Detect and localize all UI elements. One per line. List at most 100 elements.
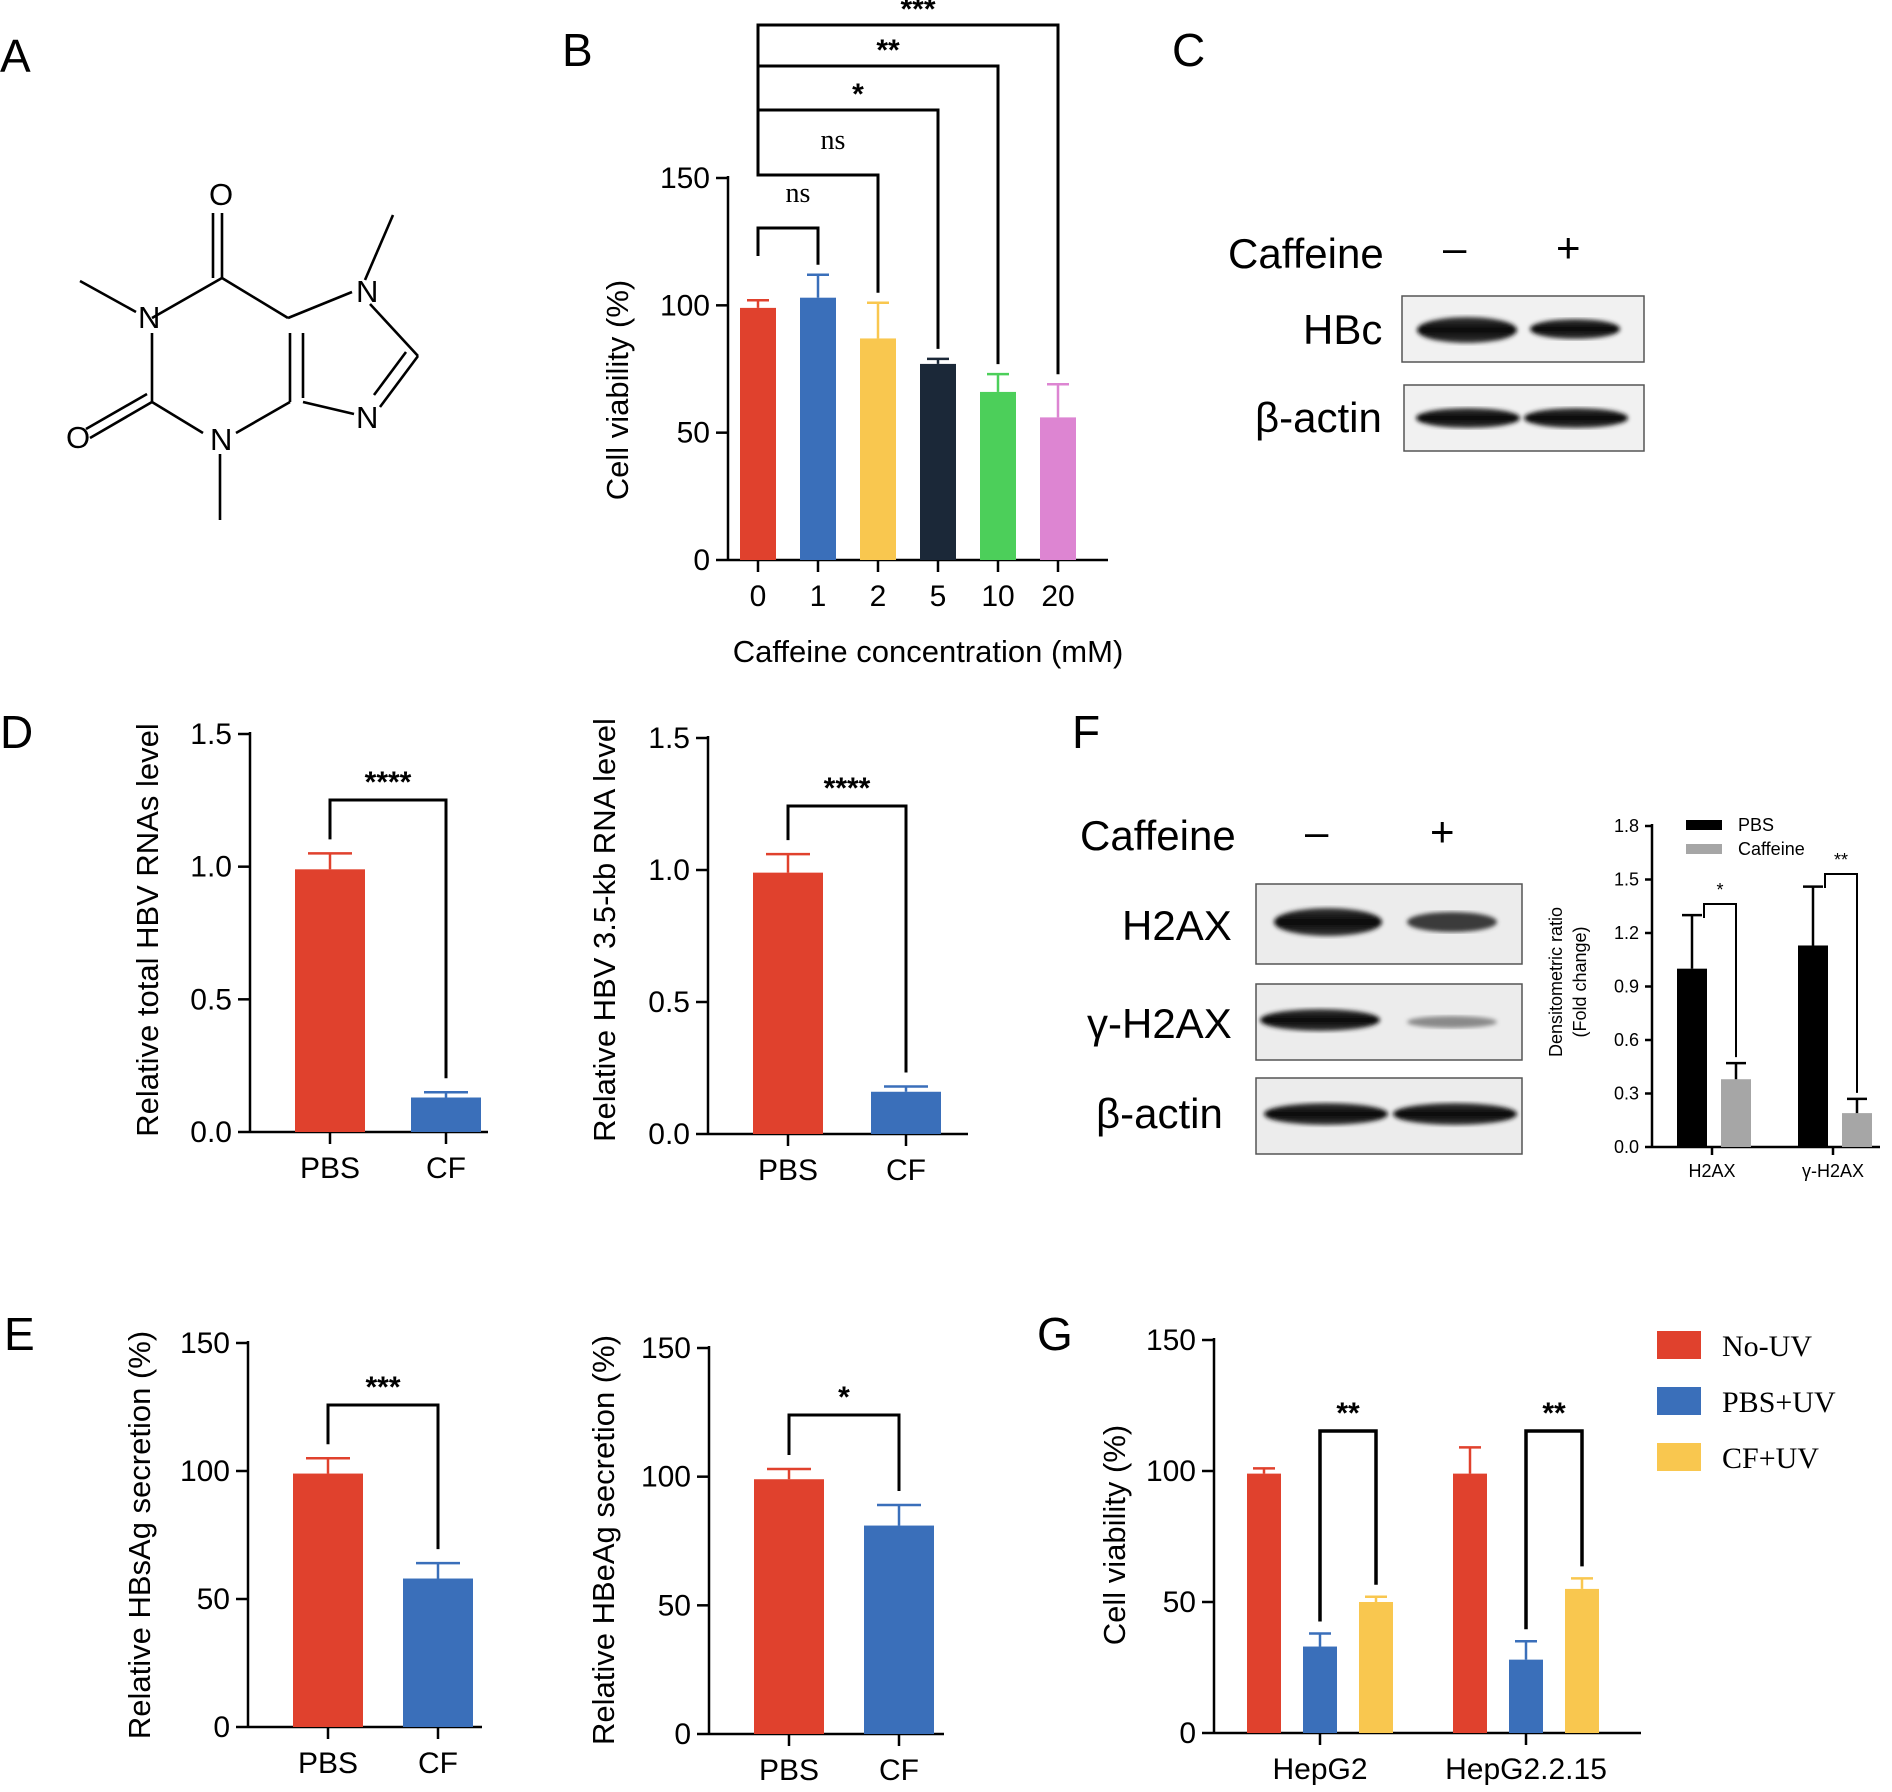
bar	[753, 872, 823, 1134]
significance-label: **	[1834, 850, 1848, 870]
bar	[980, 391, 1016, 560]
bar	[754, 1479, 824, 1734]
legend-swatch	[1657, 1331, 1701, 1359]
y-tick-label: 100	[180, 1455, 230, 1488]
blot-c-row-label: β-actin	[1255, 394, 1382, 441]
blot-band	[1274, 908, 1382, 936]
blot-band	[1530, 319, 1620, 339]
bar	[293, 1473, 363, 1727]
y-tick-label: 1.5	[1614, 870, 1639, 890]
y-tick-label: 0	[674, 1718, 691, 1751]
x-axis-title: Caffeine concentration (mM)	[733, 634, 1124, 669]
y-tick-label: 1.0	[190, 851, 232, 884]
y-axis-title: Cell viability (%)	[1097, 1425, 1132, 1645]
significance-bracket	[1318, 1429, 1378, 1622]
significance-label: ns	[786, 178, 811, 209]
significance-bracket	[328, 798, 448, 1079]
significance-bracket	[756, 160, 880, 293]
y-tick-label: 1.0	[648, 854, 690, 887]
significance-bracket	[1824, 873, 1858, 1093]
atom-o-bottom: O	[66, 420, 90, 455]
significance-label: **	[876, 34, 900, 67]
significance-bracket	[326, 1403, 440, 1550]
atom-n-right: N	[356, 274, 378, 309]
y-tick-label: 0.5	[648, 986, 690, 1019]
legend-swatch	[1686, 820, 1722, 830]
bar	[864, 1525, 934, 1734]
atom-o-top: O	[209, 177, 233, 212]
blot-c-minus-label: –	[1443, 224, 1467, 271]
significance-label: ***	[900, 0, 935, 26]
bar	[871, 1091, 941, 1134]
y-tick-label: 50	[1163, 1586, 1196, 1619]
bar	[1798, 945, 1828, 1147]
bar	[1565, 1588, 1599, 1733]
bar	[1721, 1079, 1751, 1147]
y-tick-label: 0.9	[1614, 977, 1639, 997]
blot-band	[1407, 912, 1497, 932]
y-tick-label: 100	[660, 289, 710, 322]
blot-f-plus-label: +	[1430, 808, 1455, 855]
panel-label-g: G	[1037, 1308, 1073, 1360]
x-tick-label: PBS	[759, 1754, 819, 1787]
bar	[860, 338, 896, 560]
significance-bracket	[786, 804, 908, 1073]
significance-bracket	[1524, 1429, 1584, 1630]
blot-band	[1407, 1016, 1497, 1028]
significance-label: **	[1542, 1397, 1566, 1430]
bar	[1040, 417, 1076, 560]
y-tick-label: 1.5	[190, 718, 232, 751]
significance-label: ****	[365, 766, 412, 799]
panel-label-c: C	[1172, 24, 1205, 76]
panel-label-a: A	[0, 30, 31, 82]
y-axis-title-line: Densitometric ratio	[1546, 907, 1566, 1057]
bar	[295, 869, 365, 1132]
blot-c-row-label: HBc	[1303, 306, 1382, 353]
y-axis-title: Relative HBV 3.5-kb RNA level	[587, 718, 622, 1142]
panel-label-b: B	[562, 24, 593, 76]
bar	[920, 363, 956, 560]
blot-band	[1393, 1103, 1517, 1125]
y-tick-label: 100	[641, 1461, 691, 1494]
x-tick-label: CF	[886, 1154, 926, 1187]
y-tick-label: 150	[641, 1332, 691, 1365]
blot-band	[1416, 408, 1520, 428]
x-tick-label: γ-H2AX	[1802, 1161, 1864, 1181]
y-tick-label: 1.8	[1614, 816, 1639, 836]
y-tick-label: 0	[693, 544, 710, 577]
y-tick-label: 50	[677, 417, 710, 450]
x-tick-label: 20	[1041, 580, 1074, 613]
caffeine-structure	[79, 213, 420, 520]
bar	[1453, 1473, 1487, 1733]
bar	[411, 1097, 481, 1132]
legend-swatch	[1686, 844, 1722, 854]
blot-f-row-label: γ-H2AX	[1087, 1000, 1232, 1047]
significance-label: *	[838, 1381, 850, 1414]
y-tick-label: 50	[658, 1589, 691, 1622]
y-tick-label: 0.5	[190, 983, 232, 1016]
legend-label: PBS	[1738, 815, 1774, 835]
charts: 0 50 100 150 Cell viability (%) 0 1 2 5 10 20 Caffe…	[122, 0, 1880, 1787]
significance-bracket	[1703, 903, 1737, 1058]
blot-c: Caffeine – + HBc β-actin	[1228, 224, 1645, 452]
x-tick-label: 1	[810, 580, 827, 613]
blot-band	[1524, 408, 1628, 428]
y-tick-label: 0.3	[1614, 1084, 1639, 1104]
bar	[800, 297, 836, 560]
y-axis-title: Cell viability (%)	[600, 280, 635, 500]
significance-bracket	[787, 1413, 901, 1491]
bar	[403, 1578, 473, 1727]
x-tick-label: 10	[981, 580, 1014, 613]
y-tick-label: 1.5	[648, 722, 690, 755]
significance-bracket	[756, 23, 1060, 375]
bar	[1303, 1646, 1337, 1733]
y-tick-label: 100	[1146, 1455, 1196, 1488]
y-tick-label: 150	[1146, 1324, 1196, 1357]
atom-n-left: N	[138, 300, 160, 335]
blot-f-minus-label: –	[1305, 808, 1329, 855]
y-axis-title-line: (Fold change)	[1570, 926, 1590, 1037]
blot-f-row-label: H2AX	[1122, 902, 1232, 949]
x-tick-label: 0	[750, 580, 767, 613]
y-axis-title: Relative HBsAg secretion (%)	[122, 1331, 157, 1739]
